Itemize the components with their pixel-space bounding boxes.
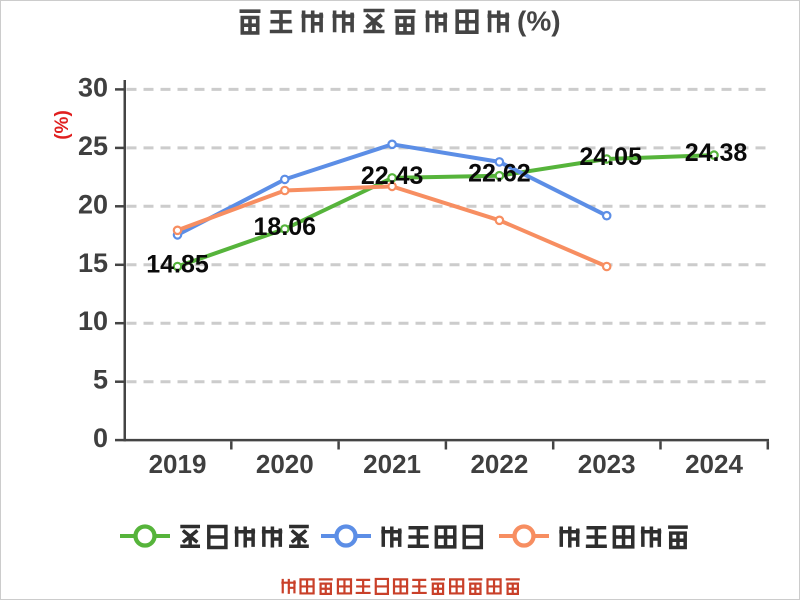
svg-text:(%): (%) — [52, 110, 73, 140]
svg-text:24.05: 24.05 — [579, 143, 642, 171]
svg-text:14.85: 14.85 — [146, 251, 209, 279]
svg-text:2023: 2023 — [578, 449, 636, 479]
svg-text:30: 30 — [78, 72, 108, 102]
svg-text:15: 15 — [78, 248, 108, 278]
svg-text:0: 0 — [93, 423, 108, 453]
svg-text:(%): (%) — [517, 6, 561, 37]
svg-text:25: 25 — [78, 131, 108, 161]
svg-text:24.38: 24.38 — [685, 139, 748, 167]
svg-text:2024: 2024 — [685, 449, 743, 479]
svg-text:22.62: 22.62 — [468, 160, 531, 188]
svg-text:20: 20 — [78, 189, 108, 219]
svg-text:10: 10 — [78, 306, 108, 336]
svg-text:2020: 2020 — [256, 449, 314, 479]
svg-text:2022: 2022 — [470, 449, 528, 479]
svg-text:22.43: 22.43 — [361, 162, 424, 190]
svg-text:5: 5 — [93, 365, 108, 395]
svg-text:18.06: 18.06 — [254, 213, 317, 241]
svg-text:2021: 2021 — [363, 449, 421, 479]
svg-text:2019: 2019 — [149, 449, 207, 479]
